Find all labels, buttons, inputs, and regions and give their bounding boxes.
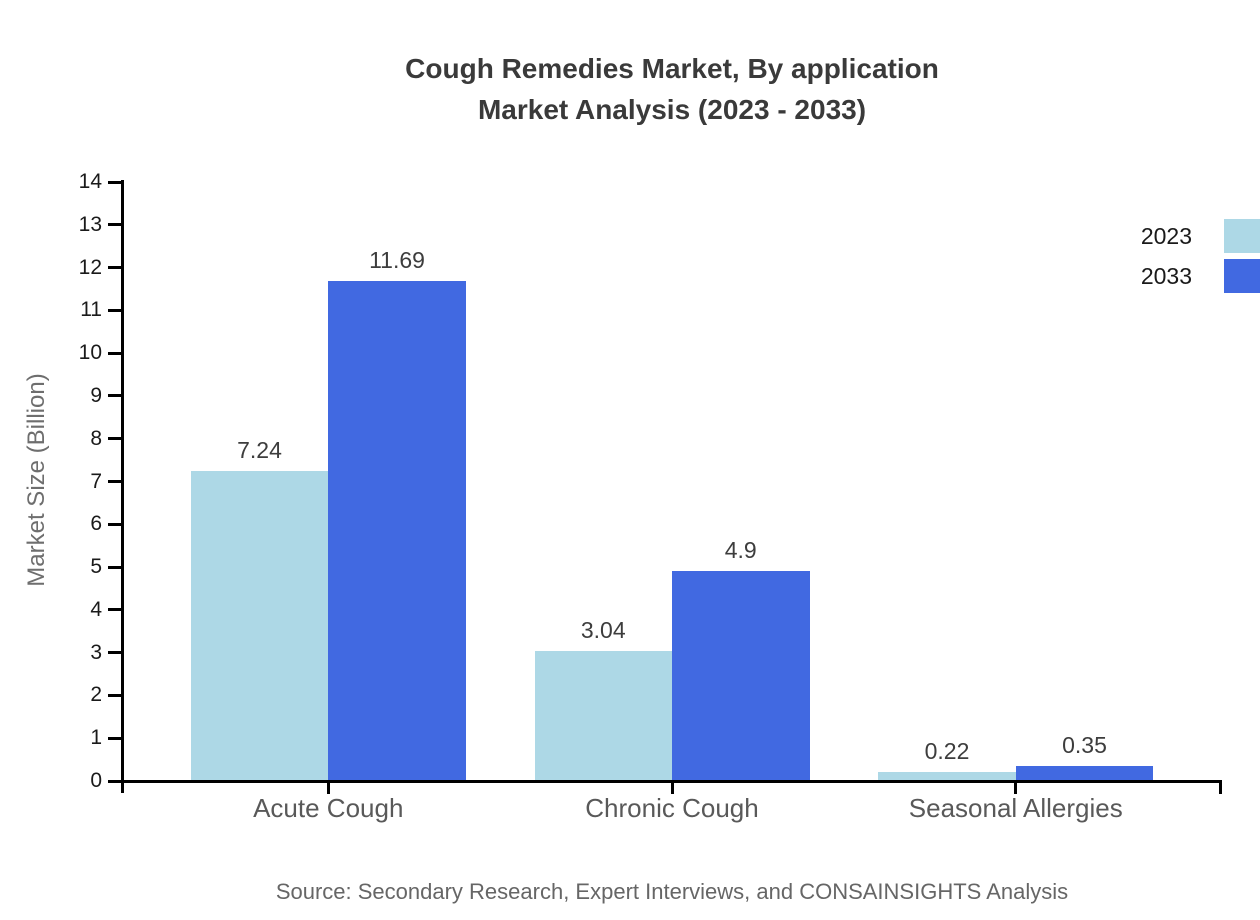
chart-title-line2: Market Analysis (2023 - 2033) bbox=[477, 94, 867, 125]
y-tick-6 bbox=[108, 522, 122, 526]
bar-2033-chronic-cough bbox=[672, 571, 810, 781]
category-label-seasonal-allergies: Seasonal Allergies bbox=[908, 793, 1123, 823]
y-tick-10 bbox=[108, 351, 122, 355]
chart-title: Cough Remedies Market, By application Ma… bbox=[122, 48, 1222, 130]
legend-label-2023: 2023 bbox=[1140, 223, 1192, 249]
y-tick-label-13: 13 bbox=[78, 212, 102, 236]
bar-2033-seasonal-allergies bbox=[1015, 766, 1154, 781]
x-axis-line bbox=[108, 779, 1222, 783]
y-tick-label-0: 0 bbox=[90, 769, 102, 792]
y-tick-7 bbox=[108, 480, 122, 483]
legend-swatch-2023 bbox=[1224, 219, 1260, 253]
chart-title-line1: Cough Remedies Market, By application bbox=[405, 53, 939, 84]
y-tick-label-8: 8 bbox=[90, 426, 102, 450]
value-label-2033-seasonal-allergies: 0.35 bbox=[1062, 732, 1107, 759]
y-tick-12 bbox=[108, 266, 122, 270]
category-label-chronic-cough: Chronic Cough bbox=[585, 793, 759, 823]
y-tick-label-3: 3 bbox=[90, 640, 102, 664]
y-tick-2 bbox=[108, 693, 122, 697]
y-tick-label-5: 5 bbox=[90, 555, 102, 579]
y-tick-5 bbox=[108, 565, 122, 569]
y-tick-11 bbox=[108, 308, 122, 312]
y-tick-8 bbox=[108, 437, 122, 441]
x-axis-end-tick bbox=[1219, 781, 1222, 794]
y-tick-4 bbox=[108, 608, 122, 612]
y-tick-label-10: 10 bbox=[78, 341, 102, 365]
value-label-2033-acute-cough: 11.69 bbox=[369, 246, 425, 273]
bar-2023-seasonal-allergies bbox=[878, 771, 1016, 781]
y-tick-1 bbox=[108, 736, 122, 740]
x-tick-seasonal-allergies bbox=[1014, 781, 1018, 794]
value-label-2033-chronic-cough: 4.9 bbox=[724, 537, 757, 564]
y-tick-3 bbox=[108, 651, 122, 655]
bar-2023-acute-cough bbox=[190, 471, 329, 781]
y-tick-label-9: 9 bbox=[90, 383, 102, 407]
legend-label-2033: 2033 bbox=[1140, 263, 1192, 289]
y-tick-label-4: 4 bbox=[90, 597, 102, 621]
y-tick-14 bbox=[108, 180, 122, 184]
value-label-2023-seasonal-allergies: 0.22 bbox=[924, 737, 970, 764]
y-tick-9 bbox=[108, 394, 122, 398]
value-label-2023-acute-cough: 7.24 bbox=[237, 437, 282, 464]
x-tick-acute-cough bbox=[326, 781, 330, 794]
category-label-acute-cough: Acute Cough bbox=[253, 793, 404, 823]
bar-2033-acute-cough bbox=[328, 280, 466, 781]
y-tick-label-6: 6 bbox=[90, 512, 102, 536]
legend-swatch-2033 bbox=[1224, 259, 1260, 293]
x-tick-chronic-cough bbox=[670, 781, 674, 794]
y-tick-label-11: 11 bbox=[80, 298, 102, 322]
y-axis-line bbox=[120, 180, 124, 793]
source-note: Source: Secondary Research, Expert Inter… bbox=[275, 879, 1069, 904]
y-tick-label-12: 12 bbox=[78, 255, 102, 279]
y-tick-label-2: 2 bbox=[90, 683, 102, 707]
y-tick-label-7: 7 bbox=[90, 469, 102, 493]
value-label-2023-chronic-cough: 3.04 bbox=[580, 616, 626, 643]
y-tick-label-1: 1 bbox=[90, 726, 102, 750]
bar-2023-chronic-cough bbox=[534, 650, 672, 781]
y-tick-label-14: 14 bbox=[78, 170, 102, 193]
y-tick-13 bbox=[108, 223, 122, 227]
